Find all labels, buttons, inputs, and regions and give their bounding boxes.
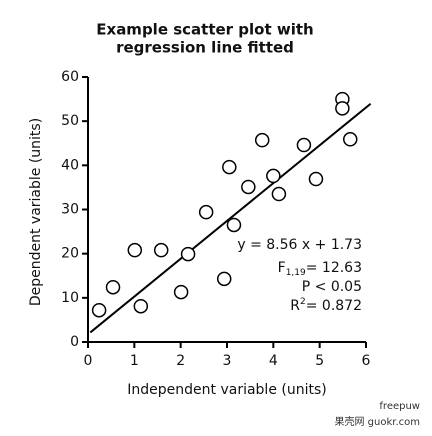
point — [241, 179, 256, 195]
point — [153, 242, 169, 258]
x-axis-label: Independent variable (units) — [127, 382, 326, 398]
annotation: F1,19= 12.63 — [278, 260, 362, 278]
watermark: 果壳网 guokr.com — [334, 415, 420, 428]
watermark: freepuw — [379, 401, 420, 412]
point — [198, 204, 214, 220]
y-tick-label: 20 — [61, 246, 79, 262]
y-tick-label: 50 — [61, 113, 79, 129]
point — [133, 298, 149, 314]
point — [180, 246, 196, 262]
point — [127, 242, 143, 258]
annotation: y = 8.56 x + 1.73 — [237, 237, 362, 253]
point — [173, 284, 189, 300]
x-tick-label: 0 — [84, 353, 93, 369]
point — [342, 132, 358, 147]
annotation: P < 0.05 — [302, 279, 362, 295]
x-tick-label: 4 — [269, 353, 278, 369]
x-tick-label: 3 — [223, 353, 232, 369]
x-tick-label: 1 — [130, 353, 139, 369]
point — [271, 186, 287, 202]
chart-title: regression line fitted — [116, 39, 294, 57]
x-tick-label: 5 — [315, 353, 324, 369]
annotation: 2 — [300, 297, 306, 307]
regression-line — [89, 102, 372, 334]
chart-title: Example scatter plot with — [96, 21, 313, 39]
annotation: = 0.872 — [306, 298, 362, 314]
point — [226, 217, 242, 233]
y-tick-label: 10 — [61, 290, 79, 306]
point — [266, 168, 281, 184]
point — [296, 137, 312, 153]
y-tick-label: 60 — [61, 69, 79, 85]
point — [105, 279, 121, 295]
point — [254, 132, 270, 148]
y-tick-label: 30 — [61, 202, 79, 218]
x-tick-label: 2 — [176, 353, 185, 369]
annotation: 1,19 — [286, 268, 306, 278]
annotation: R2= 0.872 — [290, 297, 362, 315]
annotation: R — [290, 298, 300, 314]
point — [222, 159, 237, 175]
x-tick-label: 6 — [362, 353, 371, 369]
annotation: F — [278, 260, 286, 276]
point — [308, 171, 324, 187]
y-tick-label: 40 — [61, 157, 79, 173]
point — [335, 101, 350, 116]
point — [91, 302, 107, 318]
y-axis-label: Dependent variable (units) — [28, 118, 44, 306]
annotation: = 12.63 — [306, 260, 362, 276]
point — [216, 271, 232, 287]
y-tick-label: 0 — [70, 334, 79, 350]
